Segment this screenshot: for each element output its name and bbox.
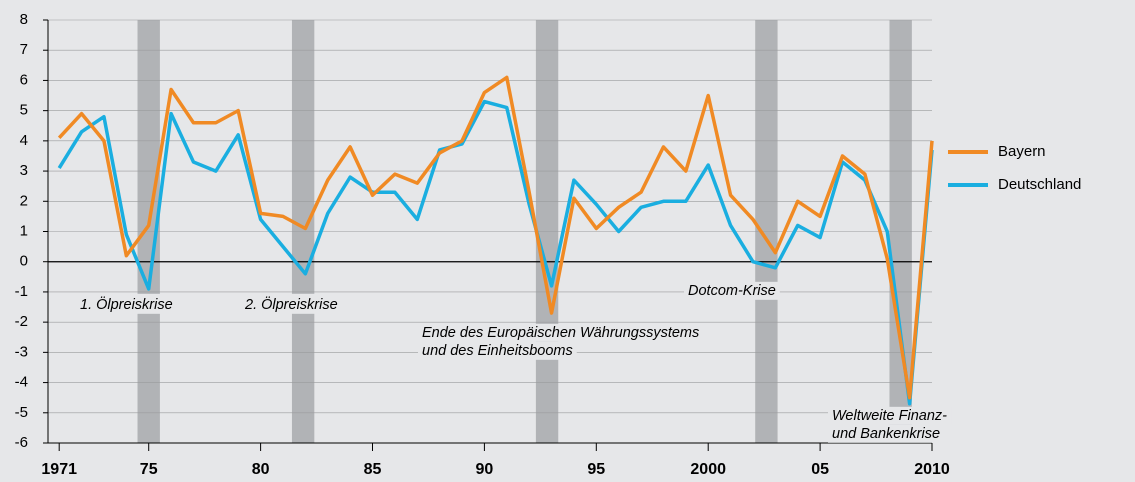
- annotation: und des Einheitsbooms: [422, 343, 573, 359]
- annotation-bg: [240, 293, 342, 314]
- legend-label: Deutschland: [998, 176, 1081, 193]
- x-tick-label: 85: [364, 461, 382, 478]
- legend-label: Bayern: [998, 143, 1046, 160]
- series-line: [57, 99, 934, 406]
- y-tick-label: 4: [20, 132, 28, 149]
- y-tick-label: -5: [15, 404, 28, 421]
- x-tick-label: 80: [252, 461, 270, 478]
- y-tick-label: 0: [20, 253, 28, 270]
- annotation: Dotcom-Krise: [688, 283, 776, 299]
- y-tick-label: 7: [20, 41, 28, 58]
- annotation-bg: [418, 323, 704, 342]
- y-tick-label: 3: [20, 162, 28, 179]
- annotation: Ende des Europäischen Währungssystems: [422, 325, 699, 341]
- y-tick-label: 2: [20, 192, 28, 209]
- y-tick-label: 5: [20, 102, 28, 119]
- y-tick-label: -2: [15, 313, 28, 330]
- y-tick-label: 6: [20, 71, 28, 88]
- x-tick-label: 1971: [41, 461, 77, 478]
- y-tick-label: -1: [15, 283, 28, 300]
- annotation-bg: [418, 341, 577, 360]
- annotation-bg: [828, 406, 952, 425]
- y-tick-label: -6: [15, 434, 28, 451]
- x-tick-label: 75: [140, 461, 158, 478]
- annotation: 2. Ölpreiskrise: [244, 295, 338, 313]
- y-tick-label: -4: [15, 374, 28, 391]
- x-tick-label: 2010: [914, 461, 950, 478]
- series-line: [57, 75, 934, 400]
- x-tick-label: 2000: [690, 461, 726, 478]
- x-tick-label: 90: [476, 461, 494, 478]
- annotation: Weltweite Finanz-: [832, 408, 947, 424]
- annotation: 1. Ölpreiskrise: [80, 295, 173, 313]
- annotation-bg: [828, 424, 945, 443]
- annotation-bg: [76, 293, 177, 314]
- y-tick-label: 8: [20, 11, 28, 28]
- y-tick-label: -3: [15, 343, 28, 360]
- y-tick-label: 1: [20, 222, 28, 239]
- annotation-bg: [684, 281, 780, 300]
- x-tick-label: 95: [587, 461, 605, 478]
- x-tick-label: 05: [811, 461, 829, 478]
- annotation: und Bankenkrise: [832, 426, 940, 442]
